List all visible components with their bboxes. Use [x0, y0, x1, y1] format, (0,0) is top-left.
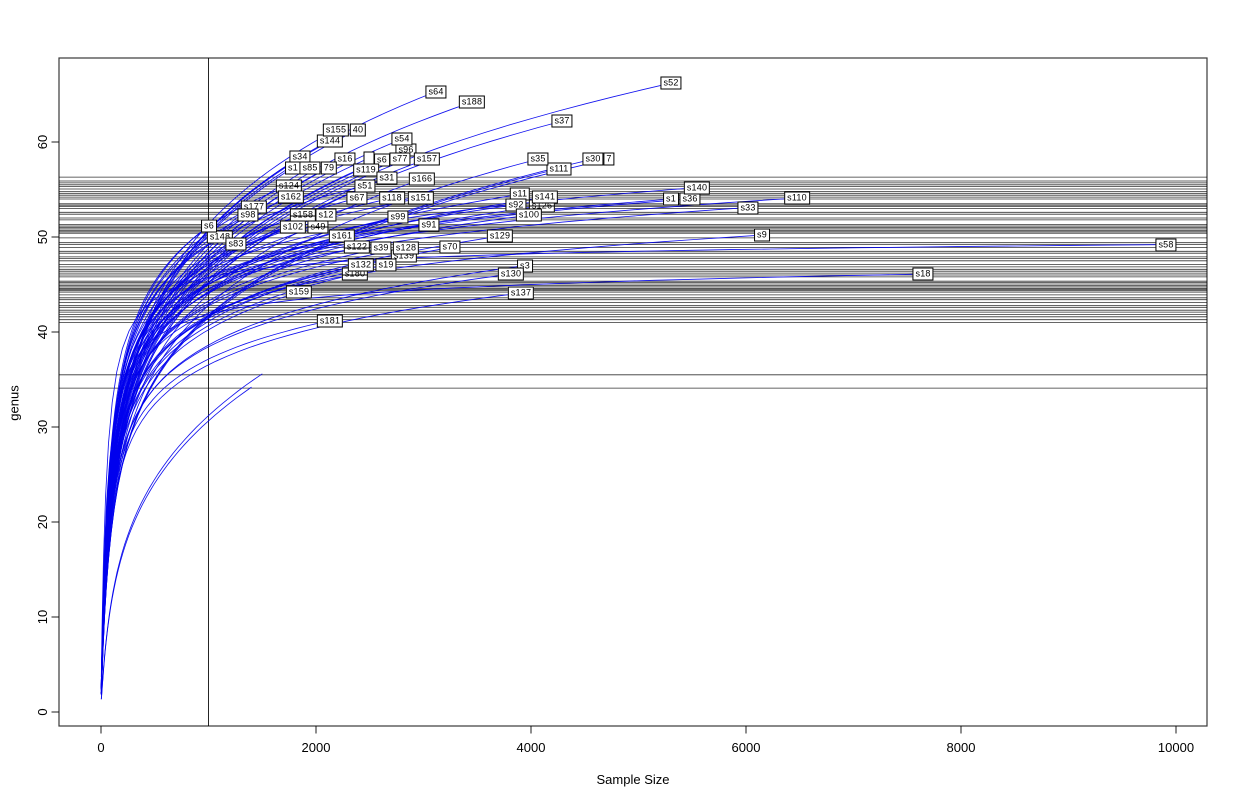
y-tick-label-30: 30: [35, 420, 50, 434]
y-tick-label-20: 20: [35, 515, 50, 529]
y-axis-title: genus: [6, 385, 22, 421]
curve-s91-50: [100, 224, 430, 688]
curve-s49-48: [100, 226, 319, 689]
curve-s31-23: [100, 177, 388, 694]
curve-s18-66: [100, 273, 924, 682]
y-tick-label-50: 50: [35, 230, 50, 244]
curve-s100-40: [100, 214, 530, 688]
y-tick-label-10: 10: [35, 610, 50, 624]
x-tick-label-0: 0: [97, 740, 104, 755]
curve-s58-58: [100, 244, 1167, 678]
curve-hidden-11: [100, 157, 370, 694]
curve-s35-16: [100, 158, 539, 695]
x-tick-label-6000: 6000: [732, 740, 761, 755]
curve-s140-37: [100, 187, 698, 685]
curve-s3-64: [100, 265, 526, 692]
y-tick-label-40: 40: [35, 325, 50, 339]
y-tick-label-0: 0: [35, 708, 50, 715]
x-tick-label-2000: 2000: [302, 740, 331, 755]
plot-border: [58, 57, 1208, 727]
curve-s137-68: [100, 292, 522, 692]
y-tick-label-60: 60: [35, 135, 50, 149]
curve-s181-69: [100, 320, 331, 691]
x-axis-title: Sample Size: [596, 772, 670, 787]
curve-s30-18: [100, 158, 594, 695]
curve-hidden-71: [100, 386, 252, 700]
x-tick-label-10000: 10000: [1158, 740, 1194, 755]
x-tick-label-4000: 4000: [517, 740, 546, 755]
x-tick-label-8000: 8000: [947, 740, 976, 755]
